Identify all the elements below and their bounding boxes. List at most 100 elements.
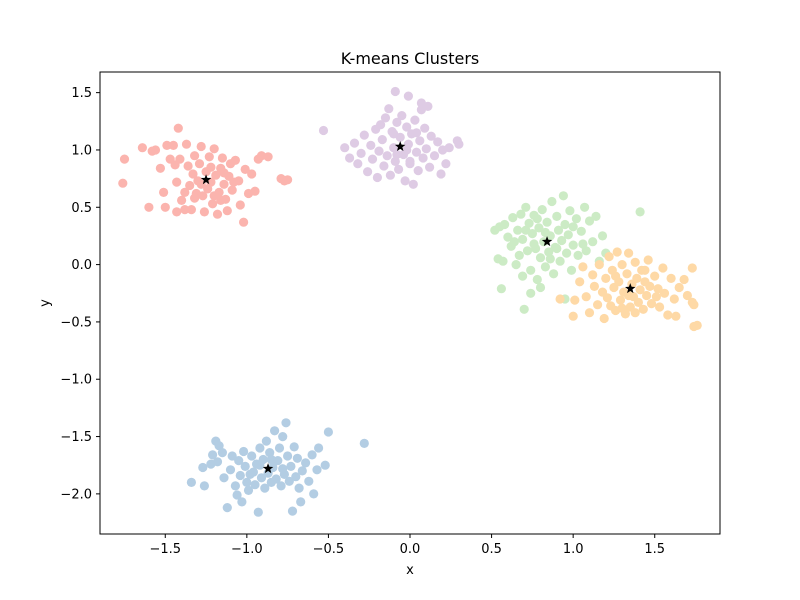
scatter-point — [159, 187, 169, 197]
scatter-point — [263, 152, 273, 162]
scatter-point — [284, 476, 294, 486]
scatter-point — [518, 234, 528, 244]
scatter-point — [278, 464, 288, 474]
scatter-point — [173, 123, 183, 133]
scatter-point — [402, 122, 412, 132]
scatter-point — [643, 255, 653, 265]
scatter-point — [529, 239, 539, 249]
scatter-point — [566, 265, 577, 275]
scatter-point — [318, 125, 329, 136]
y-tick-label: −0.5 — [60, 315, 92, 330]
scatter-point — [222, 206, 232, 216]
scatter-point — [227, 185, 237, 195]
scatter-point — [568, 240, 578, 250]
scatter-point — [353, 159, 363, 169]
y-tick-label: −2.0 — [60, 487, 92, 502]
scatter-point — [534, 223, 544, 233]
scatter-point — [374, 146, 384, 156]
scatter-point — [309, 489, 319, 499]
scatter-point — [359, 130, 369, 140]
scatter-point — [570, 295, 580, 305]
scatter-point — [320, 460, 330, 470]
scatter-point — [237, 497, 247, 507]
centroid-star — [200, 174, 212, 185]
centroid-star — [262, 463, 274, 474]
scatter-point — [118, 178, 128, 188]
scatter-point — [232, 490, 242, 500]
scatter-point — [593, 300, 603, 310]
scatter-point — [150, 145, 161, 155]
scatter-point — [234, 456, 244, 466]
scatter-point — [632, 273, 642, 283]
scatter-point — [537, 205, 547, 215]
scatter-point — [255, 443, 265, 453]
scatter-point — [349, 138, 360, 148]
scatter-point — [240, 164, 250, 174]
scatter-point — [402, 145, 412, 155]
scatter-point — [591, 211, 601, 221]
scatter-point — [296, 497, 306, 507]
scatter-point — [521, 202, 531, 212]
scatter-point — [526, 265, 536, 275]
scatter-point — [540, 262, 551, 272]
scatter-point — [671, 311, 681, 321]
scatter-point — [588, 270, 598, 280]
scatter-point — [230, 481, 240, 491]
scatter-point — [137, 143, 147, 153]
scatter-point — [571, 214, 582, 224]
scatter-point — [214, 441, 224, 451]
scatter-point — [380, 113, 391, 123]
scatter-point — [186, 205, 196, 215]
scatter-point — [198, 462, 208, 473]
scatter-point — [581, 246, 591, 256]
scatter-point — [568, 311, 578, 321]
scatter-point — [521, 225, 531, 235]
scatter-point — [235, 200, 245, 210]
scatter-point — [297, 466, 307, 476]
scatter-point — [405, 156, 415, 166]
scatter-point — [578, 239, 588, 249]
scatter-point — [663, 310, 673, 320]
scatter-point — [168, 140, 178, 150]
scatter-point — [638, 304, 648, 314]
scatter-point — [206, 162, 216, 172]
scatter-point — [410, 115, 420, 125]
scatter-point — [394, 164, 404, 174]
scatter-point — [307, 450, 317, 460]
centroid-star — [541, 236, 553, 247]
scatter-point — [642, 290, 652, 301]
scatter-point — [243, 485, 254, 495]
scatter-point — [535, 253, 546, 263]
scatter-point — [250, 186, 260, 196]
scatter-point — [651, 292, 662, 302]
scatter-point — [392, 117, 402, 127]
scatter-point — [219, 168, 229, 178]
scatter-point — [278, 432, 288, 442]
scatter-point — [204, 152, 214, 162]
scatter-point — [573, 250, 583, 260]
scatter-point — [542, 217, 552, 227]
scatter-point — [247, 169, 257, 179]
scatter-point — [323, 427, 333, 437]
scatter-point — [229, 177, 239, 187]
scatter-point — [615, 295, 626, 305]
x-tick-label: −1.0 — [231, 542, 263, 557]
scatter-point — [687, 263, 697, 273]
scatter-point — [602, 293, 613, 303]
scatter-point — [209, 144, 219, 154]
scatter-point — [119, 154, 130, 164]
scatter-point — [563, 230, 573, 240]
scatter-point — [199, 481, 209, 491]
scatter-point — [225, 465, 236, 475]
scatter-point — [199, 207, 209, 217]
x-tick-label: 1.0 — [563, 542, 584, 557]
scatter-point — [617, 260, 627, 270]
x-tick-label: 0.5 — [481, 542, 502, 557]
scatter-point — [212, 209, 223, 219]
y-tick-label: 1.0 — [71, 143, 92, 158]
scatter-point — [513, 225, 523, 235]
scatter-point — [544, 247, 554, 257]
scatter-point — [420, 123, 430, 133]
scatter-point — [245, 469, 255, 479]
scatter-point — [503, 232, 513, 242]
